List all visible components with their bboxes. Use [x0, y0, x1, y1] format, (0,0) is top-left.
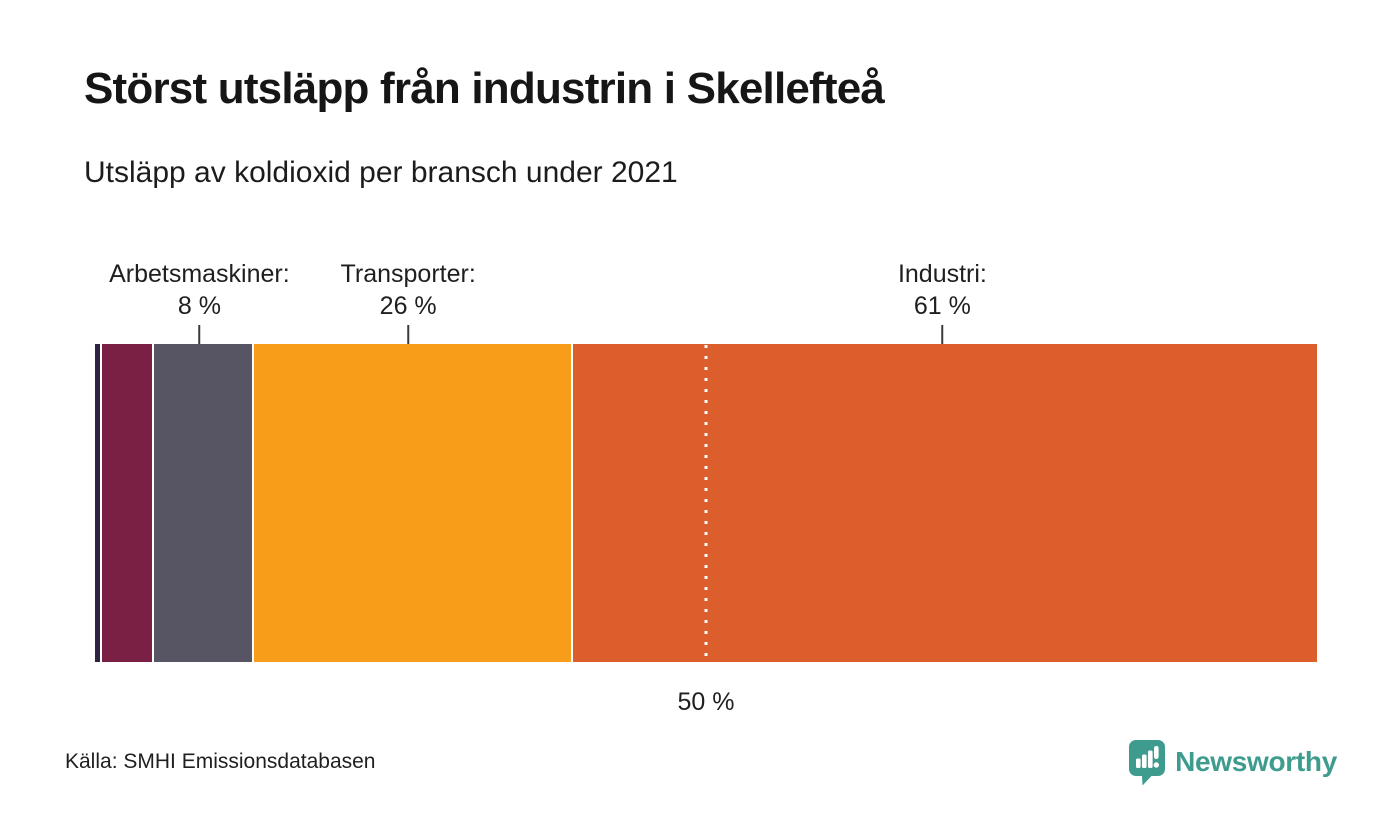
chart-title: Störst utsläpp från industrin i Skelleft… — [84, 64, 885, 113]
reference-line — [704, 345, 708, 661]
bar-segment-arbetsmaskiner — [153, 344, 252, 662]
newsworthy-icon — [1128, 739, 1166, 786]
newsworthy-wordmark: Newsworthy — [1175, 746, 1337, 777]
chart-subtitle: Utsläpp av koldioxid per bransch under 2… — [84, 156, 678, 189]
bar-segment-1 — [101, 344, 152, 662]
chart-area: Arbetsmaskiner: 8 % Transporter: 26 % Indust… — [95, 258, 1317, 716]
reference-line-label: 50 % — [677, 688, 735, 716]
bar-wrap — [95, 344, 1317, 662]
bar-annotations: Arbetsmaskiner: 8 % Transporter: 26 % Indust… — [95, 258, 1317, 344]
footer: Källa: SMHI Emissionsdatabasen Newsworth… — [65, 734, 1337, 790]
label-tick-transporter — [407, 325, 409, 344]
label-tick-industri — [941, 325, 944, 344]
segment-label-arbetsmaskiner: Arbetsmaskiner: 8 % — [109, 260, 290, 320]
segment-label-transporter: Transporter: 26 % — [340, 260, 476, 320]
segment-label-industri: Industri: 61 % — [897, 260, 987, 320]
label-tick-arbetsmaskiner — [198, 325, 201, 344]
bar-segment-industri — [572, 344, 1317, 662]
source-note: Källa: SMHI Emissionsdatabasen — [65, 750, 376, 773]
bar-segment-transporter — [253, 344, 571, 662]
bar-segment-0 — [95, 344, 100, 662]
newsworthy-logo: Newsworthy — [1128, 739, 1337, 786]
